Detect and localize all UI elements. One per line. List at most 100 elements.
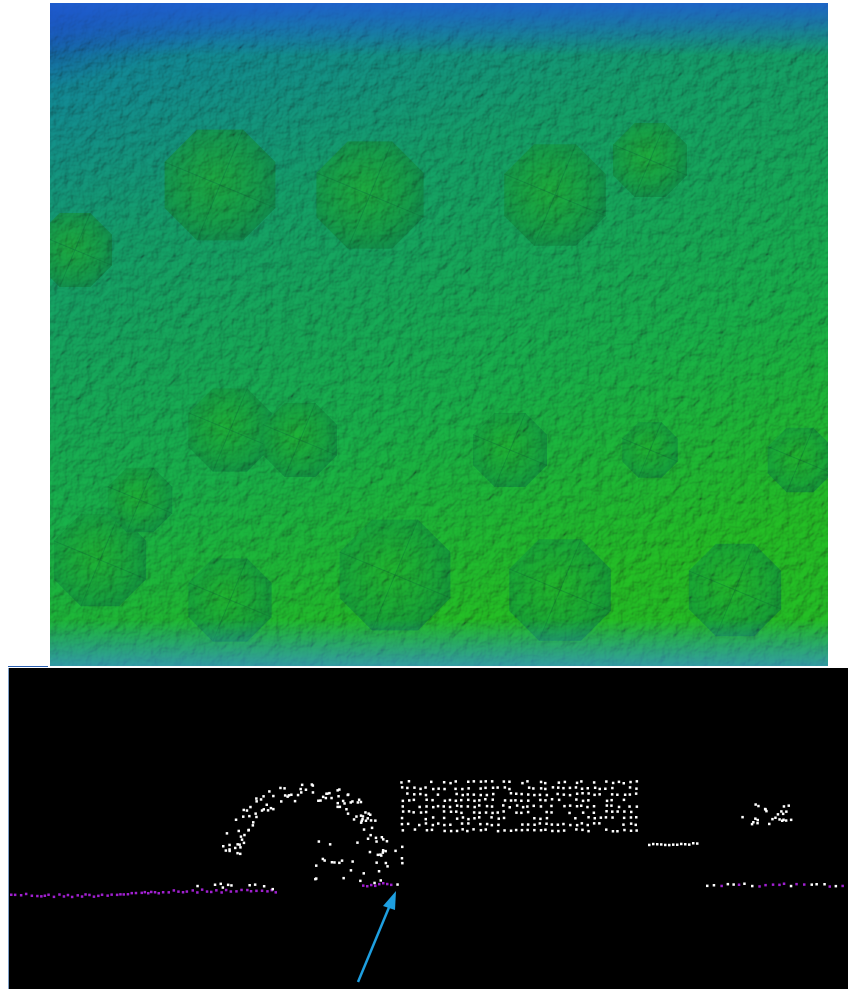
lidar-point (473, 811, 476, 814)
lidar-point (20, 894, 23, 897)
lidar-point (359, 880, 362, 883)
lidar-point (629, 781, 632, 784)
lidar-point (226, 832, 229, 835)
lidar-point (544, 782, 547, 785)
lidar-point (544, 829, 547, 832)
lidar-point (401, 786, 404, 789)
lidar-point (305, 789, 308, 792)
lidar-point (84, 893, 87, 896)
lidar-point (581, 788, 584, 791)
lidar-point (785, 819, 788, 822)
lidar-point (510, 792, 513, 795)
lidar-point (384, 850, 387, 853)
lidar-point (377, 854, 380, 857)
lidar-point (635, 787, 638, 790)
lidar-point (401, 823, 404, 826)
lidar-point (425, 805, 428, 808)
lidar-point (491, 812, 494, 815)
lidar-point (420, 811, 423, 814)
lidar-point (123, 893, 126, 896)
lidar-point (272, 795, 275, 798)
lidar-point (568, 812, 571, 815)
lidar-point (497, 824, 500, 827)
lidar-point (540, 781, 543, 784)
lidar-point (210, 891, 213, 894)
lidar-point (540, 829, 543, 832)
lidar-point (581, 829, 584, 832)
lidar-point (456, 804, 459, 807)
lidar-point (261, 890, 264, 893)
lidar-point (252, 821, 255, 824)
lidar-point (778, 818, 781, 821)
lidar-point (557, 786, 560, 789)
lidar-point (764, 808, 767, 811)
lidar-point (243, 809, 246, 812)
lidar-point (355, 815, 358, 818)
lidar-point (408, 780, 411, 783)
lidar-point (382, 882, 385, 885)
lidar-point (569, 804, 572, 807)
lidar-point (478, 812, 481, 815)
lidar-point (841, 885, 844, 888)
page: (() => { const NS = 'http://www.w3.org/2… (0, 0, 848, 989)
lidar-point (504, 786, 507, 789)
lidar-point (811, 883, 814, 886)
lidar-point (246, 809, 249, 812)
lidar-point (533, 794, 536, 797)
lidar-point (81, 895, 84, 898)
lidar-point (758, 885, 761, 888)
lidar-point (311, 783, 314, 786)
lidar-point (400, 781, 403, 784)
lidar-point (544, 799, 547, 802)
lidar-point (460, 799, 463, 802)
lidar-point (605, 828, 608, 831)
lidar-point (337, 802, 340, 805)
lidar-point (751, 823, 754, 826)
lidar-point (238, 830, 241, 833)
lidar-point (363, 872, 366, 875)
lidar-point (636, 780, 639, 783)
lidar-point (611, 793, 614, 796)
lidar-point (254, 883, 257, 886)
lidar-point (150, 891, 153, 894)
lidar-point (558, 799, 561, 802)
lidar-point (443, 781, 446, 784)
lidar-point (425, 811, 428, 814)
lidar-point (756, 822, 759, 825)
lidar-point (557, 824, 560, 827)
lidar-point (319, 799, 322, 802)
lidar-point (563, 829, 566, 832)
lidar-point (484, 787, 487, 790)
lidar-point (509, 806, 512, 809)
lidar-point (606, 800, 609, 803)
lidar-point (533, 817, 536, 820)
lidar-point (551, 798, 554, 801)
lidar-point (508, 788, 511, 791)
lidar-point (551, 823, 554, 826)
lidar-point (425, 794, 428, 797)
lidar-point (322, 858, 325, 861)
lidar-point (234, 847, 237, 850)
lidar-point (294, 800, 297, 803)
lidar-point (532, 787, 535, 790)
lidar-point (380, 854, 383, 857)
lidar-point (562, 787, 565, 790)
lidar-point (283, 787, 286, 790)
lidar-point (443, 805, 446, 808)
lidar-point (262, 795, 265, 798)
lidar-point (461, 788, 464, 791)
lidar-point (611, 787, 614, 790)
lidar-point (342, 800, 345, 803)
lidar-point (263, 885, 266, 888)
lidar-point (261, 809, 264, 812)
lidar-point (443, 830, 446, 833)
lidar-point (676, 844, 679, 847)
lidar-point (350, 869, 353, 872)
lidar-point (652, 843, 655, 846)
lidar-point (254, 812, 257, 815)
lidar-point (520, 793, 523, 796)
lidar-point (563, 805, 566, 808)
lidar-point (455, 810, 458, 813)
lidar-point (353, 818, 356, 821)
lidar-point (630, 811, 633, 814)
